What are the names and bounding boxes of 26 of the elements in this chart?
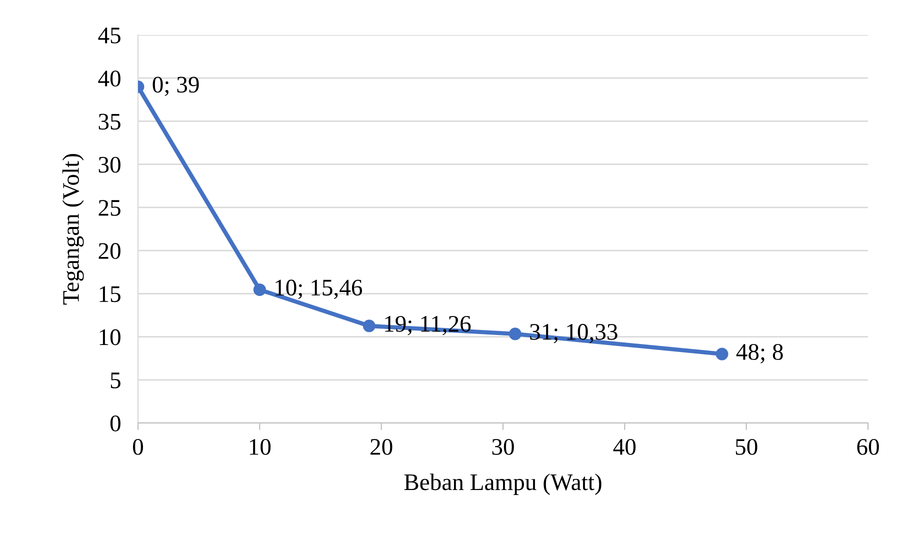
point (362, 320, 376, 332)
point (253, 283, 266, 296)
data-label: 48; 8 (736, 344, 783, 364)
x-tick-label: 20 (370, 438, 392, 455)
y-tick-label: 35 (98, 114, 120, 130)
y-tick-label: 0 (110, 415, 120, 432)
x-tick-label: 40 (613, 438, 636, 455)
x-tick-label: 30 (492, 438, 514, 455)
point (716, 348, 728, 360)
y-tick-label: 30 (98, 156, 120, 173)
point (508, 328, 522, 340)
y-tick-label: 25 (98, 200, 120, 216)
data-label: 0; 39 (152, 76, 199, 96)
x-tick-label: 0 (132, 438, 144, 455)
y-tick-label: 5 (110, 372, 120, 388)
y-tick-label: 40 (98, 70, 120, 87)
y-tick-label: 20 (98, 243, 120, 259)
data-label: 10; 15,46 (276, 280, 362, 300)
y-tick-label: 15 (100, 286, 120, 302)
x-axis-title: Beban Lampu (Watt) (404, 474, 602, 495)
y-tick-label: 45 (98, 28, 120, 44)
x-tick-label: 50 (736, 438, 758, 455)
y-axis-title: Tegangan (Volt) (62, 154, 84, 305)
x-tick-label: 60 (857, 438, 879, 455)
y-tick-label: 10 (100, 329, 120, 346)
x-tick-label: 10 (250, 438, 271, 455)
